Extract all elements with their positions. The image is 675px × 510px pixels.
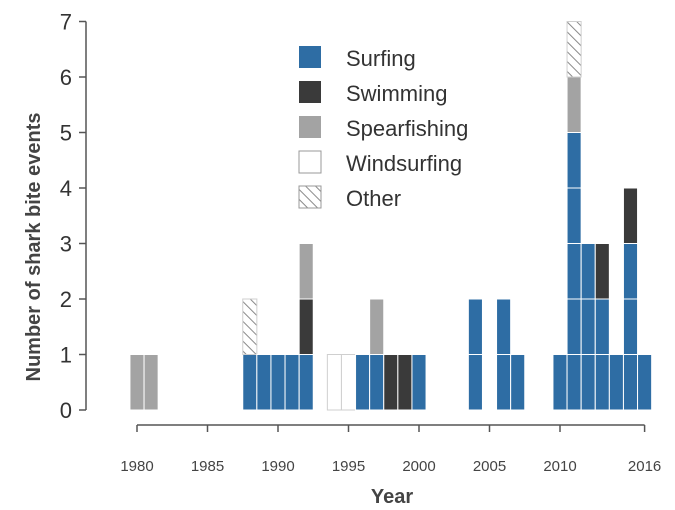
x-tick-label: 1980: [120, 458, 153, 475]
legend-swatch-swimming: [299, 81, 321, 103]
y-tick-label: 6: [60, 65, 72, 90]
legend-swatch-other: [298, 185, 322, 209]
legend-swatch-spearfishing: [299, 116, 321, 138]
y-tick-label: 5: [60, 121, 72, 146]
legend-label-swimming: Swimming: [346, 81, 447, 106]
bar-segment-surfing: [580, 243, 596, 300]
y-axis: 0 1 2 3 4 5 6 7: [60, 10, 87, 423]
bar-segment-swimming: [383, 354, 399, 411]
legend-label-windsurfing: Windsurfing: [346, 151, 462, 176]
bar-segment-surfing: [566, 354, 582, 411]
bar-segment-swimming: [397, 354, 413, 411]
bar-segment-surfing: [496, 298, 512, 355]
x-tick-label: 2016: [628, 458, 661, 475]
bars: [129, 21, 653, 411]
bar-segment-surfing: [369, 354, 385, 411]
bar-segment-surfing: [566, 243, 582, 300]
bar-segment-surfing: [566, 187, 582, 244]
x-tick-label: 1995: [332, 458, 365, 475]
x-tick-label: 2005: [473, 458, 506, 475]
y-tick-label: 2: [60, 287, 72, 312]
bar-segment-spearfishing: [369, 298, 385, 355]
y-tick-label: 7: [60, 10, 72, 35]
bar-segment-surfing: [496, 354, 512, 411]
bar-segment-surfing: [355, 354, 371, 411]
y-tick-label: 3: [60, 232, 72, 257]
bar-segment-spearfishing: [298, 243, 314, 300]
bar-segment-surfing: [580, 298, 596, 355]
x-tick-label: 1985: [191, 458, 224, 475]
bar-segment-surfing: [622, 354, 639, 411]
legend: Surfing Swimming Spearfishing Windsurfing Ot…: [298, 46, 468, 211]
bar-segment-surfing: [594, 298, 610, 355]
bar-segment-surfing: [467, 298, 483, 355]
bar-segment-other: [566, 21, 582, 78]
bar-segment-surfing: [298, 354, 314, 411]
bar-segment-surfing: [608, 354, 624, 411]
legend-label-surfing: Surfing: [346, 46, 416, 71]
y-tick-label: 4: [60, 176, 72, 201]
legend-label-other: Other: [346, 186, 401, 211]
legend-label-spearfishing: Spearfishing: [346, 116, 468, 141]
bar-segment-spearfishing: [566, 76, 582, 133]
y-tick-label: 0: [60, 398, 72, 423]
bar-segment-surfing: [284, 354, 300, 411]
bar-segment-swimming: [594, 243, 610, 300]
x-tick-label: 2010: [543, 458, 576, 475]
bar-segment-surfing: [510, 354, 526, 411]
bar-segment-surfing: [467, 354, 483, 411]
bar-segment-surfing: [580, 354, 596, 411]
bar-segment-surfing: [622, 243, 639, 300]
bar-segment-surfing: [594, 354, 610, 411]
legend-swatch-surfing: [299, 46, 321, 68]
bar-segment-other: [242, 298, 258, 355]
bar-segment-windsurfing: [340, 354, 357, 411]
bar-segment-swimming: [622, 187, 639, 244]
x-tick-label: 1990: [261, 458, 294, 475]
legend-swatch-windsurfing: [298, 150, 322, 174]
bar-segment-surfing: [552, 354, 568, 411]
y-tick-label: 1: [60, 343, 72, 368]
bar-segment-spearfishing: [129, 354, 145, 411]
bar-segment-surfing: [622, 298, 639, 355]
bar-segment-surfing: [256, 354, 272, 411]
bar-segment-spearfishing: [143, 354, 159, 411]
bar-segment-surfing: [566, 132, 582, 189]
bar-segment-surfing: [270, 354, 286, 411]
bar-segment-surfing: [637, 354, 653, 411]
x-axis-label: Year: [371, 486, 413, 508]
x-axis: 1980 1985 1990 1995 2000 2005 2010 2016: [120, 424, 661, 475]
y-axis-label: Number of shark bite events: [23, 113, 45, 382]
bar-segment-swimming: [298, 298, 314, 355]
bar-segment-surfing: [242, 354, 258, 411]
x-tick-label: 2000: [402, 458, 435, 475]
bar-segment-surfing: [566, 298, 582, 355]
bar-segment-surfing: [411, 354, 427, 411]
bar-segment-windsurfing: [326, 354, 342, 411]
